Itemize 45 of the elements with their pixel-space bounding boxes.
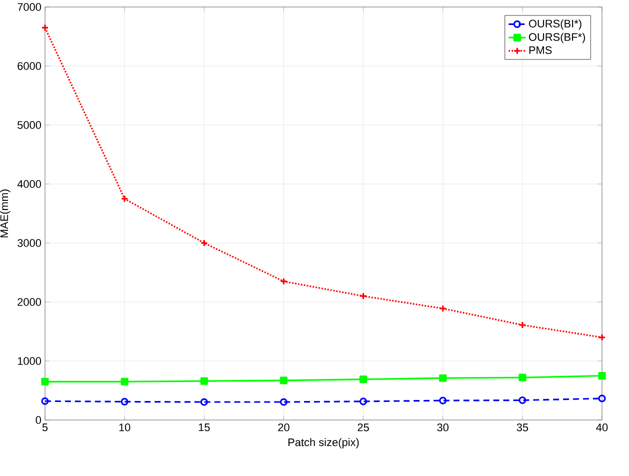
y-tick-label: 7000 xyxy=(18,3,42,11)
point xyxy=(359,398,368,406)
point xyxy=(41,24,49,32)
point xyxy=(359,292,368,300)
point xyxy=(518,321,526,329)
y-tick-label: 4000 xyxy=(17,180,42,188)
point xyxy=(41,397,49,405)
point xyxy=(200,377,208,385)
point xyxy=(439,374,447,382)
x-tick-label: 40 xyxy=(596,424,608,432)
point xyxy=(120,378,128,386)
y-tick-label: 2000 xyxy=(18,298,42,306)
legend-label: OURS(BI*) xyxy=(528,19,582,30)
point xyxy=(41,378,49,386)
y-tick-label: 0 xyxy=(36,416,42,424)
point xyxy=(598,372,606,380)
y-axis-title: MAE(mm) xyxy=(0,190,10,238)
x-tick-label: 5 xyxy=(42,424,48,432)
point xyxy=(120,194,128,203)
y-tick-label: 3000 xyxy=(18,239,42,247)
y-tick-label: 1000 xyxy=(18,357,42,365)
point xyxy=(120,398,128,406)
point xyxy=(280,398,288,406)
x-tick-label: 35 xyxy=(516,424,528,432)
point xyxy=(439,396,447,404)
y-tick-label: 6000 xyxy=(18,62,42,70)
y-tick-label: 5000 xyxy=(18,121,42,129)
point xyxy=(280,376,288,384)
point xyxy=(200,398,208,406)
point xyxy=(518,374,526,382)
point xyxy=(200,239,208,247)
x-tick-label: 25 xyxy=(358,424,369,432)
point xyxy=(439,304,447,312)
x-tick-label: 10 xyxy=(119,424,130,432)
legend-label: OURS(BF*) xyxy=(528,32,585,44)
x-tick-label: 30 xyxy=(437,424,449,432)
point xyxy=(518,396,526,404)
legend-label: PMS xyxy=(529,46,552,54)
x-tick-label: 20 xyxy=(278,424,290,432)
point xyxy=(598,334,606,342)
point xyxy=(598,394,606,402)
x-tick-label: 15 xyxy=(198,424,210,432)
point xyxy=(359,376,368,384)
point xyxy=(280,278,288,286)
x-axis-title: Patch size(pix) xyxy=(288,438,359,448)
